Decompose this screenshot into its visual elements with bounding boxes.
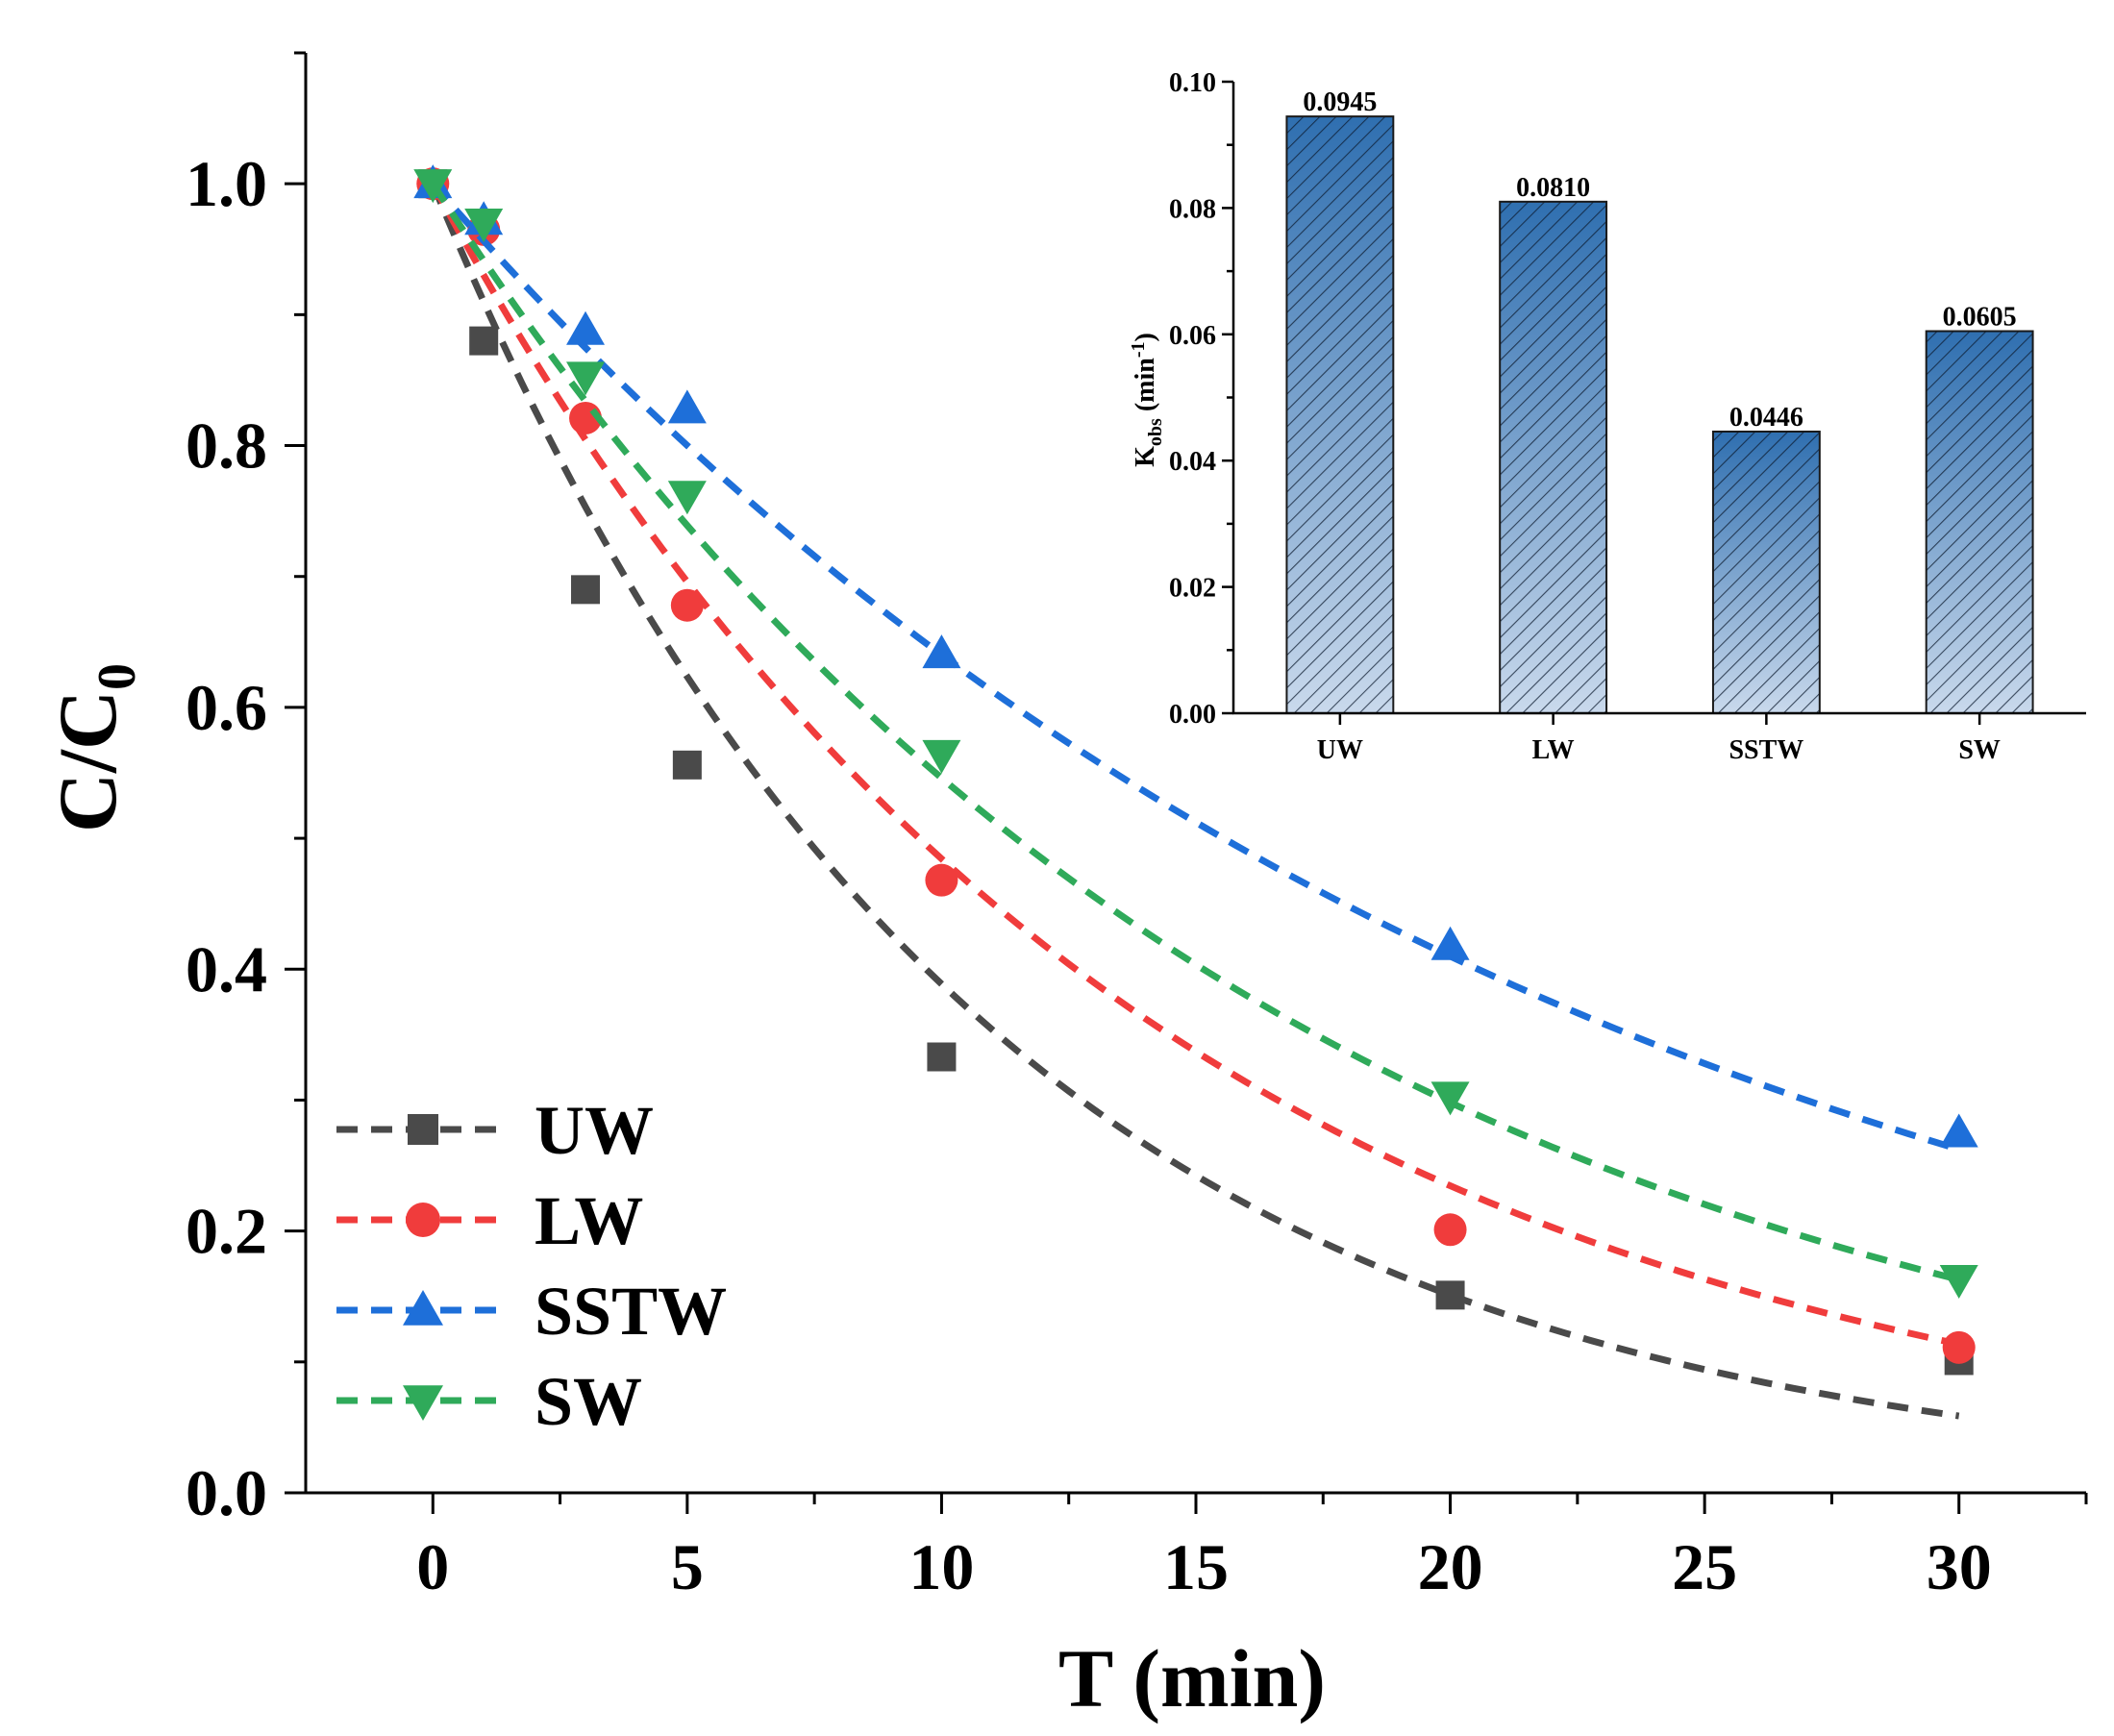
inset-y-tick-label: 0.06 <box>1169 321 1216 351</box>
bar-hatch <box>1925 330 2034 715</box>
inset-y-tick-label: 0.02 <box>1169 574 1216 604</box>
data-point-lw <box>925 863 958 897</box>
bar-hatch <box>1285 115 1395 715</box>
inset-x-tick-label: SW <box>1958 735 2001 765</box>
inset-y-tick-label: 0.08 <box>1169 194 1216 224</box>
legend-label: SW <box>535 1363 642 1440</box>
legend-marker <box>403 1290 443 1326</box>
data-point-uw <box>469 326 499 356</box>
data-point-sstw <box>1430 926 1470 960</box>
main-y-tick-label: 0.0 <box>186 1456 267 1529</box>
main-x-tick-label: 0 <box>416 1530 449 1603</box>
legend-label: UW <box>535 1092 654 1169</box>
data-point-sstw <box>667 389 707 424</box>
main-x-tick-label: 15 <box>1163 1530 1229 1603</box>
data-point-lw <box>1942 1330 1976 1364</box>
legend-item-uw: UW <box>336 1092 654 1169</box>
data-point-sw <box>1430 1081 1470 1116</box>
data-point-sw <box>1939 1265 1978 1300</box>
legend-marker <box>403 1385 443 1421</box>
inset-y-tick-label: 0.04 <box>1169 447 1216 477</box>
inset-y-axis-label-sup: -1 <box>1128 341 1149 358</box>
fit-line-uw <box>430 182 1960 1420</box>
data-point-uw <box>571 575 601 605</box>
legend-marker <box>408 1114 438 1145</box>
bar-sstw: 0.0446 <box>1711 403 1821 714</box>
main-y-tick-label: 0.2 <box>186 1195 267 1268</box>
legend: UW LW SSTW SW <box>336 1092 727 1440</box>
main-y-axis-label-sub: 0 <box>87 663 147 690</box>
data-point-sw <box>464 209 504 243</box>
data-point-sw <box>922 739 961 774</box>
inset-x-tick-label: LW <box>1532 735 1575 765</box>
inset-x-tick-label: UW <box>1317 735 1363 765</box>
inset-y-axis-label-close: ) <box>1131 333 1160 341</box>
series-sstw <box>413 164 1978 1153</box>
bar-value-label: 0.0605 <box>1943 303 2017 333</box>
bar-value-label: 0.0945 <box>1303 87 1377 117</box>
main-chart: 0 5 10 15 20 25 30 0.0 0.2 0.4 0.6 0.8 1.0 T (min) C… <box>41 51 2088 1724</box>
data-point-sw <box>413 169 453 204</box>
main-y-axis-label-main: C/C <box>41 690 134 832</box>
legend-item-lw: LW <box>336 1182 643 1259</box>
bar-lw: 0.0810 <box>1499 173 1608 714</box>
data-point-sw <box>667 481 707 515</box>
data-point-sstw <box>1939 1113 1978 1148</box>
bar-uw: 0.0945 <box>1285 87 1395 715</box>
data-point-lw <box>1433 1213 1467 1247</box>
bar-value-label: 0.0446 <box>1729 403 1803 433</box>
legend-item-sstw: SSTW <box>336 1273 727 1350</box>
data-point-lw <box>670 588 704 622</box>
legend-label: SSTW <box>535 1273 727 1350</box>
data-point-sstw <box>566 310 606 345</box>
inset-bars: 0.0945 0.0810 0.0446 0.0605 <box>1285 87 2034 715</box>
main-y-axis-label: C/C0 <box>41 663 147 832</box>
main-x-tick-label: 30 <box>1927 1530 1992 1603</box>
series-uw <box>418 169 1974 1420</box>
main-x-axis-label: T (min) <box>1058 1632 1326 1724</box>
main-ticks: 0 5 10 15 20 25 30 0.0 0.2 0.4 0.6 0.8 1.0 <box>186 51 2088 1603</box>
legend-marker <box>406 1203 440 1237</box>
main-x-tick-label: 10 <box>908 1530 974 1603</box>
inset-y-axis-label-unit: (min <box>1131 358 1160 418</box>
bar-value-label: 0.0810 <box>1516 173 1590 203</box>
main-y-tick-label: 0.8 <box>186 409 267 483</box>
data-point-sstw <box>922 634 961 669</box>
main-x-tick-label: 20 <box>1418 1530 1483 1603</box>
legend-item-sw: SW <box>336 1363 642 1440</box>
inset-y-tick-label: 0.10 <box>1169 68 1216 98</box>
data-point-sw <box>566 361 606 396</box>
inset-ticks: 0.00 0.02 0.04 0.06 0.08 0.10 UW LW SSTW SW <box>1169 68 2001 765</box>
legend-label: LW <box>535 1182 643 1259</box>
main-y-tick-label: 0.4 <box>186 932 267 1005</box>
main-x-tick-label: 5 <box>671 1530 704 1603</box>
fit-line-sstw <box>430 181 1960 1153</box>
data-point-uw <box>1435 1280 1465 1310</box>
inset-y-axis-label: Kobs (min-1) <box>1128 333 1166 467</box>
inset-y-axis-label-sub: obs <box>1145 418 1166 446</box>
main-x-tick-label: 25 <box>1672 1530 1737 1603</box>
inset-x-tick-label: SSTW <box>1729 735 1803 765</box>
data-point-uw <box>927 1042 957 1072</box>
bar-sw: 0.0605 <box>1925 303 2034 715</box>
inset-y-axis-label-main: K <box>1131 446 1160 467</box>
bar-hatch <box>1499 200 1608 714</box>
inset-y-tick-label: 0.00 <box>1169 700 1216 730</box>
data-point-uw <box>672 750 702 780</box>
fit-line-sw <box>430 182 1960 1283</box>
main-y-tick-label: 0.6 <box>186 671 267 744</box>
main-y-tick-label: 1.0 <box>186 147 267 220</box>
series-sw <box>413 169 1978 1300</box>
bar-hatch <box>1711 430 1821 714</box>
main-series-layer <box>413 164 1978 1420</box>
